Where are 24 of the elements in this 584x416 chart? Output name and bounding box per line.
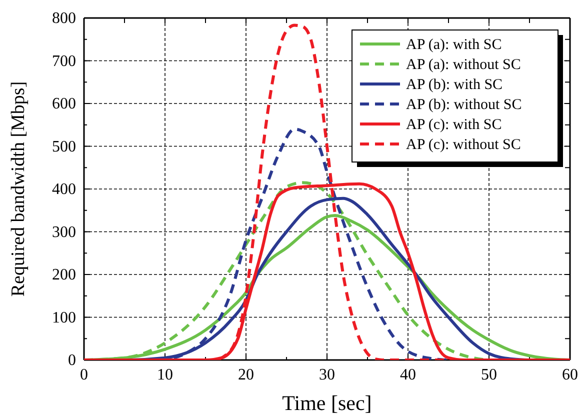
y-tick-label: 400: [52, 181, 76, 198]
y-tick-label: 600: [52, 96, 76, 113]
y-tick-label: 500: [52, 138, 76, 156]
x-tick-label: 50: [481, 366, 497, 384]
y-tick-label: 200: [52, 266, 76, 284]
x-tick-label: 20: [238, 366, 254, 384]
y-tick-label: 0: [68, 352, 76, 370]
legend-label: AP (a): with SC: [406, 37, 502, 53]
legend-label: AP (c): with SC: [406, 117, 502, 133]
x-axis-title: Time [sec]: [282, 391, 372, 415]
y-tick-label: 700: [52, 52, 76, 70]
y-tick-label: 100: [52, 309, 76, 326]
y-axis-title: Required bandwidth [Mbps]: [8, 81, 29, 297]
y-tick-label: 300: [52, 224, 76, 241]
legend-label: AP (b): with SC: [406, 77, 503, 93]
legend-label: AP (c): without SC: [406, 137, 521, 153]
x-tick-label: 40: [400, 366, 416, 384]
legend-label: AP (a): without SC: [406, 57, 521, 73]
y-tick-label: 800: [52, 10, 76, 28]
legend-label: AP (b): without SC: [406, 97, 522, 113]
x-tick-label: 30: [319, 366, 335, 384]
x-tick-label: 0: [80, 366, 88, 384]
x-tick-label: 10: [157, 366, 173, 384]
x-tick-label: 60: [562, 366, 578, 384]
